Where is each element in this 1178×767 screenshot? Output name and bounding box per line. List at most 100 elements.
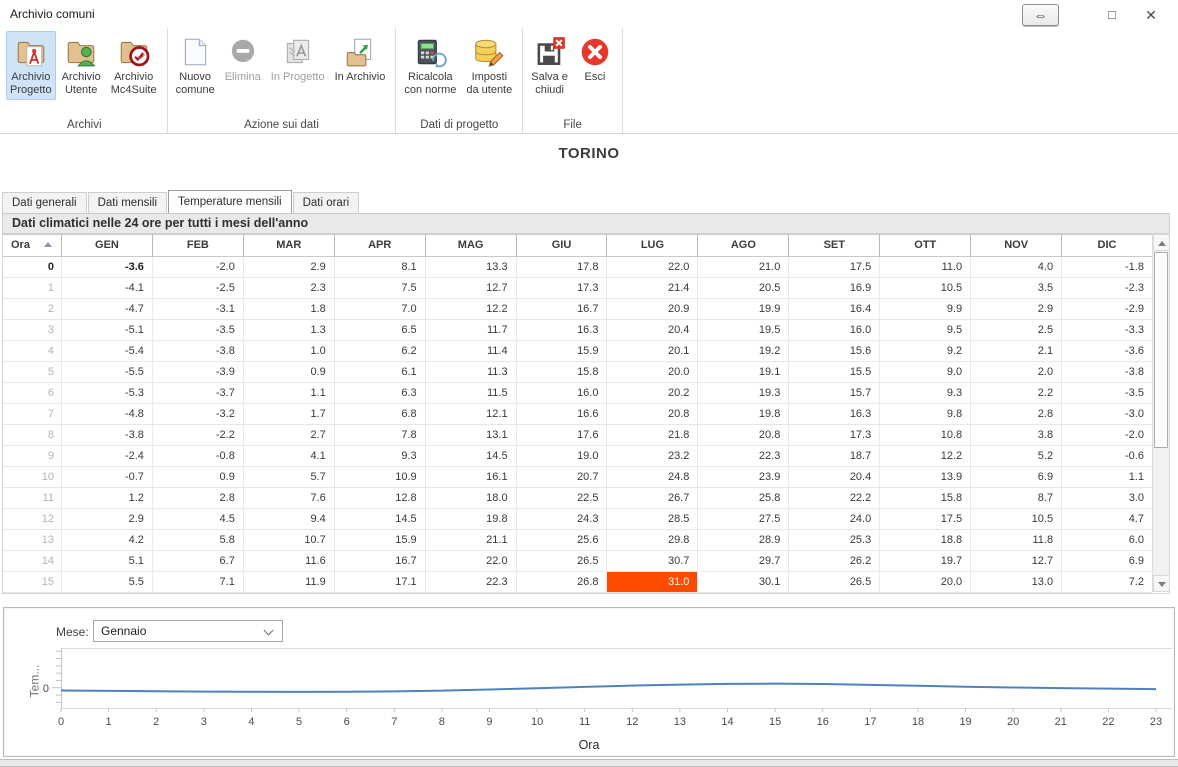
temperature-cell[interactable]: 24.3 bbox=[515, 509, 607, 529]
temperature-cell[interactable]: -2.2 bbox=[151, 425, 243, 445]
row-hour[interactable]: 0 bbox=[47, 261, 54, 273]
temperature-cell[interactable]: -0.8 bbox=[151, 446, 243, 466]
temperature-cell[interactable]: 19.0 bbox=[515, 446, 607, 466]
temperature-cell[interactable]: 11.5 bbox=[424, 383, 516, 403]
temperature-cell[interactable]: 23.9 bbox=[697, 467, 788, 487]
temperature-cell[interactable]: 17.3 bbox=[788, 425, 879, 445]
temperature-cell[interactable]: 19.1 bbox=[697, 362, 788, 382]
temperature-cell[interactable]: 20.9 bbox=[606, 299, 697, 319]
row-hour[interactable]: 4 bbox=[47, 345, 54, 357]
temperature-cell[interactable]: 12.8 bbox=[333, 488, 425, 508]
temperature-cell[interactable]: 4.5 bbox=[151, 509, 243, 529]
temperature-cell[interactable]: 1.8 bbox=[242, 299, 334, 319]
column-header-nov[interactable]: NOV bbox=[970, 235, 1061, 256]
temperature-cell[interactable]: 3.0 bbox=[1061, 488, 1152, 508]
row-hour[interactable]: 7 bbox=[47, 408, 54, 420]
tab-dati-generali[interactable]: Dati generali bbox=[2, 192, 87, 213]
temperature-cell[interactable]: 20.7 bbox=[515, 467, 607, 487]
temperature-cell[interactable]: 10.5 bbox=[970, 509, 1061, 529]
temperature-cell[interactable]: 22.2 bbox=[788, 488, 879, 508]
temperature-cell[interactable]: 20.0 bbox=[879, 572, 970, 592]
temperature-cell[interactable]: -3.5 bbox=[1061, 383, 1152, 403]
temperature-cell[interactable]: 13.3 bbox=[424, 257, 516, 277]
temperature-cell[interactable]: 4.1 bbox=[242, 446, 334, 466]
row-hour[interactable]: 10 bbox=[41, 471, 54, 483]
column-header-ago[interactable]: AGO bbox=[697, 235, 788, 256]
temperature-cell[interactable]: 15.9 bbox=[515, 341, 607, 361]
temperature-cell[interactable]: 9.3 bbox=[333, 446, 425, 466]
temperature-cell[interactable]: 19.7 bbox=[879, 551, 970, 571]
temperature-cell[interactable]: 16.9 bbox=[788, 278, 879, 298]
temperature-cell[interactable]: 22.5 bbox=[515, 488, 607, 508]
temperature-cell[interactable]: 15.6 bbox=[788, 341, 879, 361]
temperature-cell[interactable]: 11.9 bbox=[242, 572, 334, 592]
temperature-cell[interactable]: 16.0 bbox=[515, 383, 607, 403]
temperature-cell[interactable]: 2.1 bbox=[970, 341, 1061, 361]
temperature-cell[interactable]: 20.8 bbox=[697, 425, 788, 445]
temperature-cell[interactable]: 15.5 bbox=[788, 362, 879, 382]
temperature-cell[interactable]: -3.7 bbox=[151, 383, 243, 403]
temperature-cell[interactable]: 6.5 bbox=[333, 320, 425, 340]
row-hour[interactable]: 2 bbox=[47, 303, 54, 315]
temperature-cell[interactable]: 15.8 bbox=[515, 362, 607, 382]
temperature-cell[interactable]: 13.0 bbox=[970, 572, 1061, 592]
column-header-gen[interactable]: GEN bbox=[61, 235, 152, 256]
temperature-cell[interactable]: -3.0 bbox=[1061, 404, 1152, 424]
scroll-up-button[interactable] bbox=[1153, 234, 1170, 251]
temperature-cell[interactable]: -3.6 bbox=[61, 257, 152, 277]
column-header-lug[interactable]: LUG bbox=[606, 235, 697, 256]
temperature-cell[interactable]: -3.8 bbox=[1061, 362, 1152, 382]
row-hour[interactable]: 3 bbox=[47, 324, 54, 336]
temperature-cell[interactable]: -3.1 bbox=[151, 299, 243, 319]
ricalcola-con-norme-button[interactable]: Ricalcola con norme bbox=[400, 31, 460, 100]
temperature-cell[interactable]: -5.5 bbox=[61, 362, 152, 382]
temperature-cell[interactable]: 14.5 bbox=[424, 446, 516, 466]
temperature-cell[interactable]: 6.9 bbox=[970, 467, 1061, 487]
temperature-cell[interactable]: 0.9 bbox=[242, 362, 334, 382]
archivio-mc4suite-button[interactable]: Archivio Mc4Suite bbox=[107, 31, 161, 100]
temperature-cell[interactable]: 9.4 bbox=[242, 509, 334, 529]
temperature-cell[interactable]: 1.3 bbox=[242, 320, 334, 340]
in-archivio-button[interactable]: In Archivio bbox=[331, 31, 390, 87]
temperature-cell[interactable]: 16.3 bbox=[515, 320, 607, 340]
temperature-cell[interactable]: 4.2 bbox=[61, 530, 152, 550]
temperature-cell[interactable]: 21.8 bbox=[606, 425, 697, 445]
temperature-cell[interactable]: 26.5 bbox=[788, 572, 879, 592]
scroll-down-button[interactable] bbox=[1153, 575, 1170, 592]
temperature-cell[interactable]: 10.9 bbox=[333, 467, 425, 487]
temperature-cell[interactable]: 3.8 bbox=[970, 425, 1061, 445]
temperature-cell[interactable]: 12.7 bbox=[970, 551, 1061, 571]
temperature-cell[interactable]: 3.5 bbox=[970, 278, 1061, 298]
temperature-cell[interactable]: 7.8 bbox=[333, 425, 425, 445]
temperature-cell[interactable]: 15.9 bbox=[333, 530, 425, 550]
temperature-cell[interactable]: 18.0 bbox=[424, 488, 516, 508]
temperature-cell[interactable]: 18.8 bbox=[879, 530, 970, 550]
column-header-giu[interactable]: GIU bbox=[515, 235, 607, 256]
column-header-ora[interactable]: Ora bbox=[3, 235, 61, 256]
temperature-cell[interactable]: 8.7 bbox=[970, 488, 1061, 508]
temperature-cell[interactable]: 24.8 bbox=[606, 467, 697, 487]
temperature-cell[interactable]: 6.7 bbox=[151, 551, 243, 571]
temperature-cell[interactable]: -3.3 bbox=[1061, 320, 1152, 340]
temperature-cell[interactable]: 20.8 bbox=[606, 404, 697, 424]
temperature-cell[interactable]: -3.2 bbox=[151, 404, 243, 424]
temperature-cell[interactable]: 22.0 bbox=[606, 257, 697, 277]
temperature-cell[interactable]: -5.4 bbox=[61, 341, 152, 361]
temperature-cell[interactable]: 5.2 bbox=[970, 446, 1061, 466]
temperature-cell[interactable]: 9.2 bbox=[879, 341, 970, 361]
temperature-cell[interactable]: 9.9 bbox=[879, 299, 970, 319]
maximize-button[interactable]: □ bbox=[1108, 7, 1116, 22]
temperature-cell[interactable]: 24.0 bbox=[788, 509, 879, 529]
temperature-cell[interactable]: 0.9 bbox=[151, 467, 243, 487]
temperature-cell[interactable]: 2.2 bbox=[970, 383, 1061, 403]
temperature-cell[interactable]: 16.3 bbox=[788, 404, 879, 424]
row-hour[interactable]: 8 bbox=[47, 429, 54, 441]
temperature-cell[interactable]: 19.5 bbox=[697, 320, 788, 340]
temperature-cell[interactable]: -1.8 bbox=[1061, 257, 1152, 277]
tab-temperature-mensili[interactable]: Temperature mensili bbox=[168, 190, 292, 213]
temperature-cell[interactable]: -4.7 bbox=[61, 299, 152, 319]
row-hour[interactable]: 13 bbox=[41, 534, 54, 546]
column-header-ott[interactable]: OTT bbox=[879, 235, 970, 256]
temperature-cell[interactable]: 12.2 bbox=[424, 299, 516, 319]
temperature-cell[interactable]: 17.1 bbox=[333, 572, 425, 592]
